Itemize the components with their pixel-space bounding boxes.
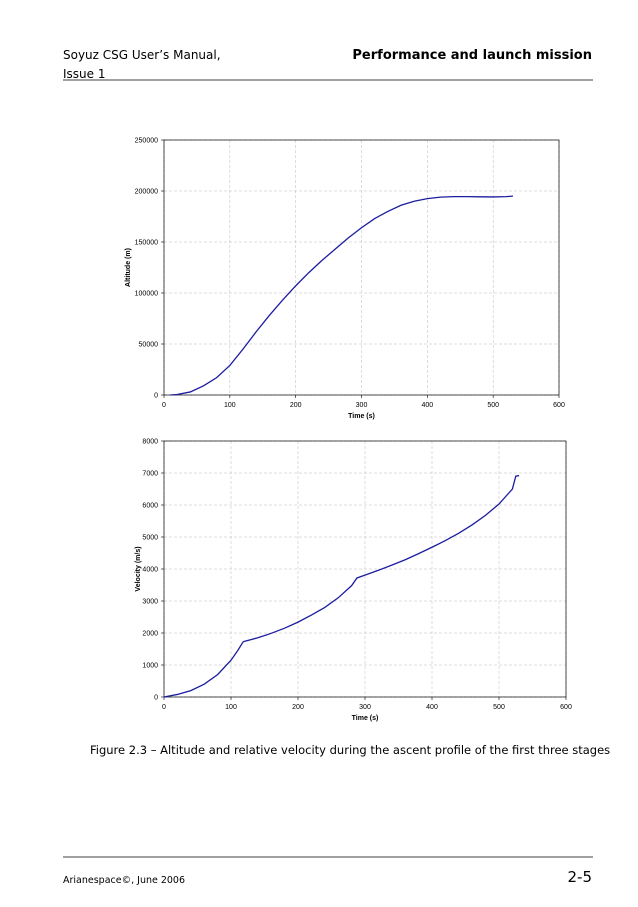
x-tick-label: 200: [290, 402, 302, 409]
plot-frame: [163, 139, 560, 396]
y-tick-label: 3000: [142, 599, 158, 606]
x-axis-label: Time (s): [352, 715, 379, 722]
x-tick-label: 300: [359, 704, 371, 711]
x-tick-label: 200: [292, 704, 304, 711]
footer-left: Arianespace©, June 2006: [63, 875, 185, 886]
y-tick-label: 2000: [142, 631, 158, 638]
y-tick-label: 4000: [142, 567, 158, 574]
y-axis-label: Velocity (m/s): [135, 546, 142, 591]
x-tick-label: 0: [162, 402, 166, 409]
x-tick-label: 400: [421, 402, 433, 409]
y-tick-label: 50000: [139, 342, 159, 349]
data-line: [163, 474, 520, 698]
plot-frame: [163, 440, 567, 698]
y-tick-label: 250000: [135, 138, 158, 145]
x-tick-label: 400: [426, 704, 438, 711]
y-axis-label: Altitude (m): [125, 248, 132, 287]
header-issue: Issue 1: [63, 67, 105, 81]
figure-caption: Figure 2.3 – Altitude and relative veloc…: [90, 743, 610, 757]
x-axis-label: Time (s): [348, 413, 375, 420]
y-tick-label: 7000: [142, 471, 158, 478]
header-title: Soyuz CSG User’s Manual,: [63, 48, 221, 62]
x-tick-label: 0: [162, 704, 166, 711]
header-section: Performance and launch mission: [352, 48, 592, 63]
y-tick-label: 6000: [142, 503, 158, 510]
y-tick-label: 0: [154, 695, 158, 702]
x-tick-label: 600: [560, 704, 572, 711]
y-tick-label: 100000: [135, 291, 158, 298]
x-tick-label: 100: [224, 402, 236, 409]
y-tick-label: 1000: [142, 663, 158, 670]
y-tick-label: 5000: [142, 535, 158, 542]
data-line: [170, 195, 513, 396]
y-tick-label: 8000: [142, 439, 158, 446]
x-tick-label: 500: [487, 402, 499, 409]
y-tick-label: 0: [154, 393, 158, 400]
x-tick-label: 300: [356, 402, 368, 409]
page-number: 2-5: [568, 868, 593, 886]
y-tick-label: 200000: [135, 189, 158, 196]
x-tick-label: 500: [493, 704, 505, 711]
x-tick-label: 100: [225, 704, 237, 711]
x-tick-label: 600: [553, 402, 565, 409]
y-tick-label: 150000: [135, 240, 158, 247]
